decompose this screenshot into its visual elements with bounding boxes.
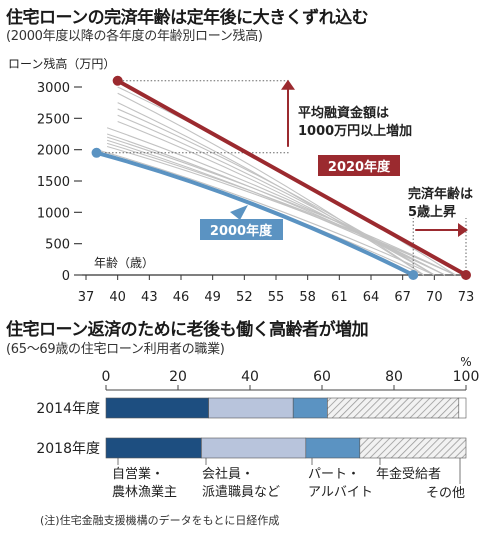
series-2020-line (115, 78, 468, 277)
category-self-employed-line2: 農林漁業主 (112, 484, 177, 500)
x-tick-label: 0 (102, 369, 111, 385)
y-axis-label: ローン残高（万円） (8, 56, 115, 71)
intermediate-year-line (117, 92, 425, 276)
bar-segment (201, 437, 307, 459)
intermediate-year-line (106, 146, 456, 276)
x-tick-label: 49 (204, 290, 221, 305)
x-tick-label: 55 (268, 290, 285, 305)
age-increase-arrow-head (458, 223, 468, 237)
amount-annotation-line1: 平均融資金額は (298, 105, 389, 121)
bar-category-label: 2014年度 (36, 401, 100, 417)
category-employee-line1: 会社員・ (202, 466, 254, 482)
bar-segment (105, 437, 202, 459)
y-tick-label: 0 (62, 269, 70, 284)
x-tick-label: 46 (173, 290, 190, 305)
x-tick-label: 67 (394, 290, 411, 305)
x-tick-label: 40 (241, 369, 259, 385)
percent-unit: % (460, 355, 471, 369)
y-tick-label: 1500 (37, 175, 70, 190)
x-tick-label: 70 (426, 290, 443, 305)
source-note: (注)住宅金融支援機構のデータをもとに日経作成 (40, 514, 280, 527)
bar-segment (327, 397, 460, 419)
intermediate-year-line (117, 86, 456, 276)
x-tick-label: 37 (78, 290, 95, 305)
x-tick-label: 20 (169, 369, 187, 385)
intermediate-year-line (117, 120, 435, 276)
age-annotation-line2: 5歳上昇 (408, 204, 456, 220)
series-2000-line (94, 150, 416, 277)
x-tick-label: 61 (331, 290, 348, 305)
chart1-subtitle: (2000年度以降の各年度の年齢別ローン残高) (6, 29, 263, 44)
intermediate-year-line (106, 127, 446, 276)
x-tick-label: 64 (363, 290, 380, 305)
series-2020-end-point (461, 270, 471, 280)
chart2-title: 住宅ローン返済のために老後も働く高齢者が増加 (6, 320, 369, 340)
bar-segment (208, 397, 294, 419)
y-tick-label: 2000 (37, 144, 70, 159)
bar-segment (359, 437, 467, 459)
intermediate-year-line (96, 149, 435, 276)
x-tick-label: 73 (458, 290, 475, 305)
x-tick-label: 58 (299, 290, 316, 305)
x-tick-label: 40 (109, 290, 126, 305)
y-tick-label: 2500 (37, 112, 70, 127)
bar-category-label: 2018年度 (36, 441, 100, 457)
bar-segment (458, 397, 467, 419)
category-part-time-line1: パート・ (308, 467, 360, 482)
x-axis-label: 年齢（歳） (94, 255, 154, 270)
bar-segment (305, 437, 361, 459)
series-2000-end-point (408, 270, 419, 280)
category-pension: 年金受給者 (376, 466, 441, 482)
x-tick-label: 43 (141, 290, 158, 305)
series-2020-label: 2020年度 (328, 159, 391, 175)
series-2020-label-box (318, 155, 400, 176)
x-tick-label: 100 (453, 369, 480, 385)
amount-increase-arrow-head (281, 79, 295, 90)
y-tick-label: 500 (45, 238, 70, 253)
y-tick-label: 1000 (37, 206, 70, 221)
series-2000-label-box (200, 219, 283, 240)
intermediate-year-line (106, 136, 456, 276)
chart1-title: 住宅ローンの完済年齢は定年後に大きくずれ込む (6, 8, 369, 28)
series-2000-label: 2000年度 (210, 223, 273, 239)
category-employee-line2: 派遣職員など (202, 485, 280, 500)
bar-segment (292, 397, 328, 419)
series-2000-label-pointer (230, 205, 248, 220)
x-tick-label: 60 (313, 369, 331, 385)
category-part-time-line2: アルバイト (308, 485, 373, 500)
amount-annotation-line2: 1000万円以上増加 (298, 123, 412, 139)
chart2-subtitle: (65〜69歳の住宅ローン利用者の職業) (6, 342, 225, 357)
bar-segment (105, 397, 209, 419)
series-2000-start-point (91, 147, 102, 158)
series-2020-start-point (112, 75, 123, 86)
y-tick-label: 3000 (37, 81, 70, 96)
x-tick-label: 80 (385, 369, 403, 385)
category-other: その他 (426, 486, 465, 501)
category-self-employed-line1: 自営業・ (112, 466, 164, 482)
x-tick-label: 52 (236, 290, 253, 305)
age-annotation-line1: 完済年齢は (408, 186, 473, 202)
loan-balance-chart: ローン残高（万円） 0 500 1000 1500 2000 2500 3000 37 40 43 4… (8, 56, 475, 305)
